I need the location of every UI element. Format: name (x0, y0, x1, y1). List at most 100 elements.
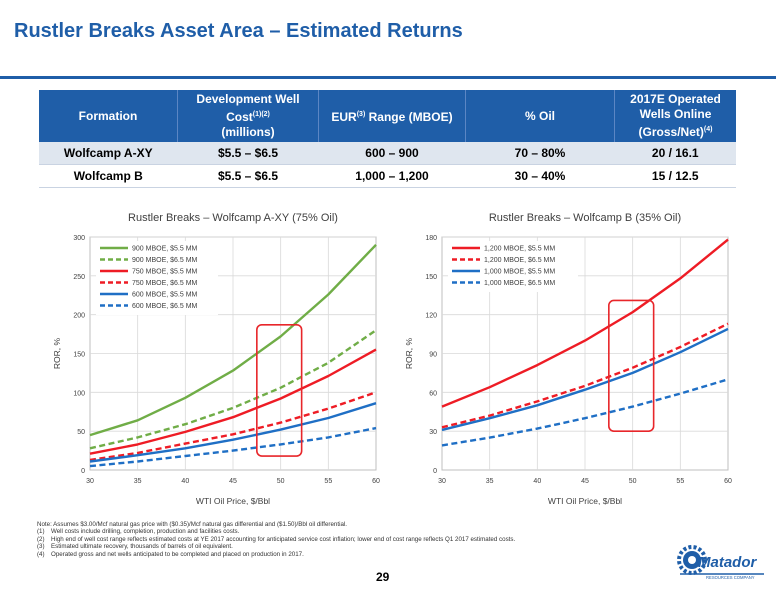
y-tick-label: 180 (425, 235, 437, 242)
table-cell: Wolfcamp B (39, 164, 178, 188)
table-cell: 30 – 40% (465, 164, 615, 188)
table-header-row: Formation Development Well Cost(1)(2) (m… (39, 90, 736, 142)
y-axis-label: ROR, % (404, 337, 414, 369)
footnote-text: Well costs include drilling, completion,… (51, 528, 240, 536)
page-number: 29 (376, 570, 390, 584)
y-tick-label: 150 (73, 352, 85, 359)
series-line-1 (441, 322, 729, 429)
table-row: Wolfcamp A-XY $5.5 – $6.5 600 – 900 70 –… (39, 142, 736, 165)
series-line-4 (89, 402, 377, 463)
chart-wolfcamp-b: Rustler Breaks – Wolfcamp B (35% Oil)030… (404, 212, 732, 506)
legend-label: 900 MBOE, $5.5 MM (132, 246, 198, 253)
series-line-5 (89, 426, 377, 468)
x-tick-label: 40 (533, 478, 541, 485)
legend-label: 750 MBOE, $5.5 MM (132, 269, 198, 276)
highlight-box (608, 299, 655, 432)
x-tick-label: 45 (229, 478, 237, 485)
series-line-2 (441, 327, 729, 432)
footnote: (3) Estimated ultimate recovery, thousand… (37, 543, 515, 550)
footnote: (1) Well costs include drilling, completi… (37, 528, 515, 535)
series-line-0 (89, 243, 377, 437)
y-tick-label: 250 (73, 274, 85, 281)
table-cell: 70 – 80% (465, 142, 615, 165)
legend-label: 1,200 MBOE, $6.5 MM (484, 257, 555, 264)
y-tick-label: 200 (73, 313, 85, 320)
matador-logo: Matador RESOURCES COMPANY (677, 545, 764, 580)
series-line-2 (89, 348, 377, 455)
header-oil: % Oil (465, 90, 615, 142)
x-tick-label: 55 (676, 478, 684, 485)
table-cell: 600 – 900 (318, 142, 466, 165)
footnote-marker: (3) (37, 543, 45, 551)
legend-box (96, 241, 218, 315)
y-tick-label: 300 (73, 235, 85, 242)
title-rule (0, 76, 776, 79)
header-wells-sup: (4) (703, 126, 713, 133)
series-line-3 (441, 378, 729, 447)
y-tick-label: 120 (425, 313, 437, 320)
x-tick-label: 40 (181, 478, 189, 485)
chart-wolfcamp-axy: Rustler Breaks – Wolfcamp A-XY (75% Oil)… (52, 212, 380, 506)
header-wells-online: 2017E Operated Wells Online (Gross/Net)(… (614, 90, 736, 142)
legend-label: 1,000 MBOE, $6.5 MM (484, 280, 555, 287)
footnote: (4) Operated gross and net wells anticipa… (37, 551, 515, 558)
logo-wordmark: Matador (698, 554, 758, 571)
chart-title: Rustler Breaks – Wolfcamp A-XY (75% Oil) (128, 212, 338, 224)
footnote-text: Estimated ultimate recovery, thousands o… (51, 543, 233, 551)
series-line-1 (89, 329, 377, 450)
footnote-marker: (2) (37, 535, 45, 543)
page-title: Rustler Breaks Asset Area – Estimated Re… (14, 20, 463, 42)
legend-label: 900 MBOE, $6.5 MM (132, 257, 198, 264)
legend-label: 600 MBOE, $6.5 MM (132, 303, 198, 310)
header-well-cost: Development Well Cost(1)(2) (millions) (177, 90, 319, 142)
x-tick-label: 35 (486, 478, 494, 485)
gear-icon (677, 545, 707, 575)
header-well-cost-text: Development Well Cost (196, 92, 300, 124)
footnote-marker: (4) (37, 550, 45, 558)
x-axis-label: WTI Oil Price, $/Bbl (196, 496, 270, 506)
y-tick-label: 150 (425, 274, 437, 281)
table-cell: 20 / 16.1 (614, 142, 736, 165)
header-eur-sup: (3) (356, 111, 366, 118)
series-line-3 (89, 391, 377, 462)
x-tick-label: 60 (724, 478, 732, 485)
legend-label: 1,200 MBOE, $5.5 MM (484, 246, 555, 253)
series-line-0 (441, 238, 729, 408)
y-tick-label: 0 (433, 468, 437, 475)
table-cell: 1,000 – 1,200 (318, 164, 466, 188)
footnote: Note: Assumes $3.00/Mcf natural gas pric… (37, 521, 515, 528)
table-cell: Wolfcamp A-XY (39, 142, 178, 165)
table-cell: 15 / 12.5 (614, 164, 736, 188)
header-wells-text: 2017E Operated Wells Online (Gross/Net) (630, 92, 721, 139)
footnote-text: Note: Assumes $3.00/Mcf natural gas pric… (37, 521, 347, 528)
footnote: (2) High end of well cost range reflects … (37, 536, 515, 543)
logo-tagline: RESOURCES COMPANY (706, 575, 755, 580)
chart-title: Rustler Breaks – Wolfcamp B (35% Oil) (489, 212, 681, 224)
legend-label: 750 MBOE, $6.5 MM (132, 280, 198, 287)
x-tick-label: 30 (86, 478, 94, 485)
header-well-cost-sup: (1)(2) (252, 111, 270, 118)
footnote-marker: (1) (37, 528, 45, 536)
x-tick-label: 35 (134, 478, 142, 485)
y-tick-label: 30 (429, 429, 437, 436)
legend-label: 600 MBOE, $5.5 MM (132, 292, 198, 299)
y-tick-label: 50 (77, 429, 85, 436)
y-tick-label: 60 (429, 390, 437, 397)
table-row: Wolfcamp B $5.5 – $6.5 1,000 – 1,200 30 … (39, 164, 736, 188)
header-well-cost-suffix: (millions) (221, 125, 275, 139)
x-axis-label: WTI Oil Price, $/Bbl (548, 496, 622, 506)
y-tick-label: 0 (81, 468, 85, 475)
x-tick-label: 30 (438, 478, 446, 485)
header-eur-suffix: Range (MBOE) (368, 110, 453, 124)
footnote-text: Operated gross and net wells anticipated… (51, 550, 304, 558)
legend-label: 1,000 MBOE, $5.5 MM (484, 269, 555, 276)
table-cell: $5.5 – $6.5 (177, 164, 319, 188)
header-eur-text: EUR (331, 110, 357, 124)
x-tick-label: 55 (324, 478, 332, 485)
footnotes: Note: Assumes $3.00/Mcf natural gas pric… (37, 521, 515, 558)
returns-table: Formation Development Well Cost(1)(2) (m… (39, 90, 736, 188)
y-tick-label: 90 (429, 352, 437, 359)
x-tick-label: 50 (277, 478, 285, 485)
header-eur: EUR(3) Range (MBOE) (318, 90, 466, 142)
table-cell: $5.5 – $6.5 (177, 142, 319, 165)
